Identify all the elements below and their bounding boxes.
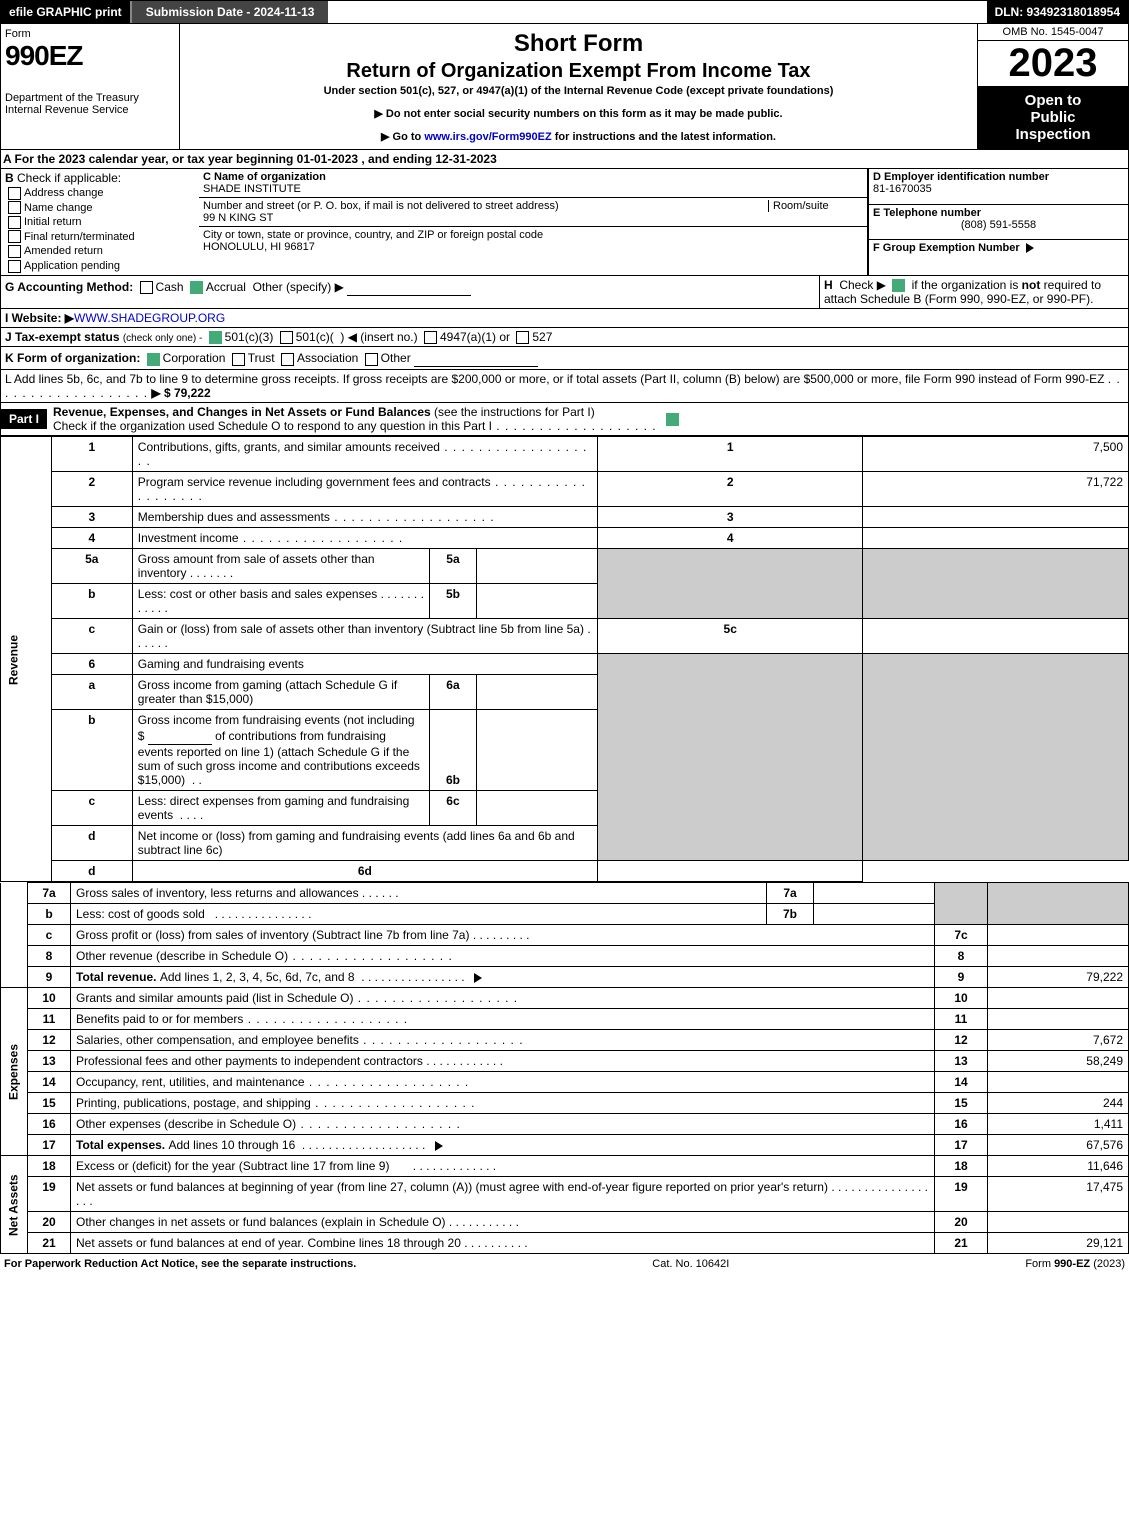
line-21-value: 29,121 <box>988 1233 1129 1254</box>
revenue-side-label-2 <box>1 883 28 988</box>
part-1-header: Part I Revenue, Expenses, and Changes in… <box>0 403 1129 436</box>
chk-final-return[interactable] <box>8 230 21 243</box>
box-l-gross-receipts: L Add lines 5b, 6c, and 7b to line 9 to … <box>0 370 1129 403</box>
box-c-name: C Name of organizationSHADE INSTITUTE <box>199 169 867 198</box>
open-to-public: Open toPublicInspection <box>978 86 1128 149</box>
return-title: Return of Organization Exempt From Incom… <box>184 60 973 83</box>
chk-other-org[interactable] <box>365 353 378 366</box>
submission-date: Submission Date - 2024-11-13 <box>130 1 329 23</box>
chk-trust[interactable] <box>232 353 245 366</box>
paperwork-notice: For Paperwork Reduction Act Notice, see … <box>4 1258 356 1270</box>
goto-link-line: ▶ Go to www.irs.gov/Form990EZ for instru… <box>184 130 973 143</box>
net-assets-side-label: Net Assets <box>1 1156 28 1254</box>
line-19-value: 17,475 <box>988 1177 1129 1212</box>
line-15-value: 244 <box>988 1093 1129 1114</box>
omb-number: OMB No. 1545-0047 <box>978 24 1128 41</box>
line-18-value: 11,646 <box>988 1156 1129 1177</box>
box-k-form-org: K Form of organization: Corporation Trus… <box>0 347 1129 370</box>
efile-print-label[interactable]: efile GRAPHIC print <box>1 1 130 23</box>
other-org-input[interactable] <box>414 349 538 367</box>
6b-amount-input[interactable] <box>148 727 212 745</box>
box-f-group: F Group Exemption Number <box>868 240 1128 275</box>
chk-initial-return[interactable] <box>8 216 21 229</box>
box-j-tax-exempt: J Tax-exempt status (check only one) - 5… <box>0 328 1129 347</box>
short-form-title: Short Form <box>184 30 973 58</box>
form-word: Form <box>5 28 175 40</box>
line-17-value: 67,576 <box>988 1135 1129 1156</box>
chk-pending[interactable] <box>8 260 21 273</box>
website-link[interactable]: WWW.SHADEGROUP.ORG <box>74 311 225 325</box>
other-specify-input[interactable] <box>347 278 471 296</box>
line-13-value: 58,249 <box>988 1051 1129 1072</box>
chk-h[interactable] <box>892 279 905 292</box>
chk-501c3[interactable] <box>209 331 222 344</box>
cat-no: Cat. No. 10642I <box>356 1258 1025 1270</box>
arrow-icon <box>1026 243 1034 253</box>
form-number: 990EZ <box>5 40 175 72</box>
top-bar: efile GRAPHIC print Submission Date - 20… <box>0 0 1129 24</box>
line-5c-value <box>863 619 1129 654</box>
box-b: B Check if applicable: Address change Na… <box>0 169 199 276</box>
box-c-city: City or town, state or province, country… <box>199 227 867 255</box>
arrow-icon <box>435 1141 443 1151</box>
part-1-bar: Part I <box>1 409 47 429</box>
line-16-value: 1,411 <box>988 1114 1129 1135</box>
line-14-value <box>988 1072 1129 1093</box>
chk-4947[interactable] <box>424 331 437 344</box>
form-header: Form 990EZ Department of the Treasury In… <box>0 24 1129 150</box>
chk-name-change[interactable] <box>8 201 21 214</box>
revenue-side-label: Revenue <box>1 437 52 882</box>
line-3-value <box>863 507 1129 528</box>
chk-amended[interactable] <box>8 245 21 258</box>
expenses-side-label: Expenses <box>1 988 28 1156</box>
box-c-street: Number and street (or P. O. box, if mail… <box>199 198 867 227</box>
box-e-phone: E Telephone number(808) 591-5558 <box>868 205 1128 241</box>
form-ref: Form 990-EZ (2023) <box>1025 1258 1125 1270</box>
line-9-value: 79,222 <box>988 967 1129 988</box>
line-8-value <box>988 946 1129 967</box>
part-1-table-cont: 7aGross sales of inventory, less returns… <box>0 882 1129 1254</box>
line-20-value <box>988 1212 1129 1233</box>
under-section: Under section 501(c), 527, or 4947(a)(1)… <box>184 85 973 97</box>
chk-accrual[interactable] <box>190 281 203 294</box>
chk-assoc[interactable] <box>281 353 294 366</box>
chk-corp[interactable] <box>147 353 160 366</box>
box-d-ein: D Employer identification number81-16700… <box>868 169 1128 205</box>
tax-year: 2023 <box>978 41 1128 86</box>
arrow-icon <box>474 973 482 983</box>
chk-cash[interactable] <box>140 281 153 294</box>
line-7c-value <box>988 925 1129 946</box>
page-footer: For Paperwork Reduction Act Notice, see … <box>0 1254 1129 1274</box>
line-4-value <box>863 528 1129 549</box>
line-2-value: 71,722 <box>863 472 1129 507</box>
no-ssn-warning: ▶ Do not enter social security numbers o… <box>184 107 973 120</box>
box-g-accounting: G Accounting Method: Cash Accrual Other … <box>0 276 820 309</box>
chk-501c[interactable] <box>280 331 293 344</box>
chk-address-change[interactable] <box>8 187 21 200</box>
chk-schedule-o[interactable] <box>666 413 679 426</box>
chk-527[interactable] <box>516 331 529 344</box>
irs-link[interactable]: www.irs.gov/Form990EZ <box>424 131 551 143</box>
line-10-value <box>988 988 1129 1009</box>
box-h: H Check ▶ if the organization is not req… <box>820 276 1129 309</box>
line-6d-value <box>597 861 863 882</box>
dept-treasury: Department of the Treasury Internal Reve… <box>5 92 175 116</box>
part-1-table: Revenue 1Contributions, gifts, grants, a… <box>0 436 1129 882</box>
line-a-calendar-year: A For the 2023 calendar year, or tax yea… <box>0 150 1129 169</box>
line-11-value <box>988 1009 1129 1030</box>
line-1-value: 7,500 <box>863 437 1129 472</box>
dln-label: DLN: 93492318018954 <box>987 1 1128 23</box>
line-12-value: 7,672 <box>988 1030 1129 1051</box>
box-i-website: I Website: ▶WWW.SHADEGROUP.ORG <box>0 309 1129 328</box>
